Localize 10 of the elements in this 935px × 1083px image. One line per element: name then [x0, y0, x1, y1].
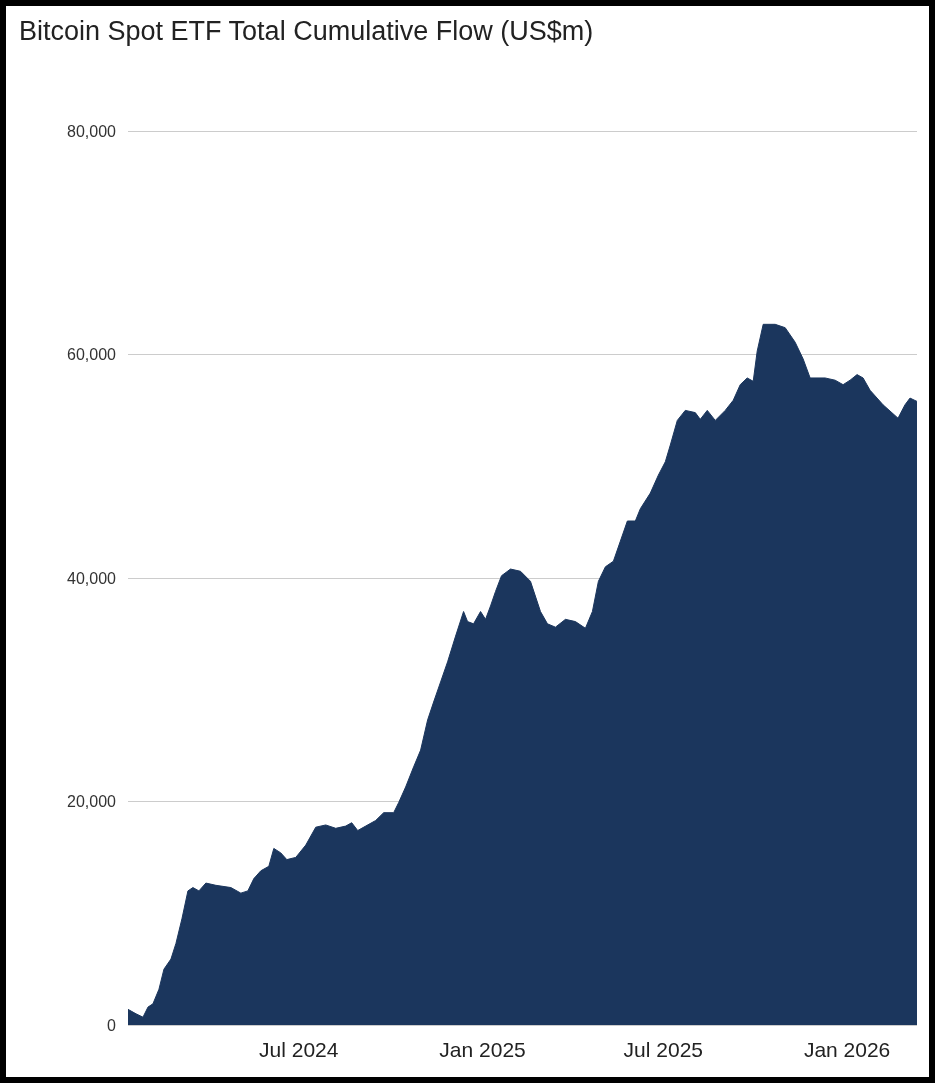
x-tick-label: Jul 2025 [623, 1038, 704, 1061]
y-tick-label: 80,000 [67, 122, 117, 140]
x-tick-label: Jan 2026 [803, 1038, 891, 1061]
x-tick-label: Jan 2025 [439, 1038, 526, 1061]
y-tick-label: 60,000 [67, 346, 117, 363]
x-tick-label: Jul 2024 [259, 1038, 339, 1061]
chart-title: Bitcoin Spot ETF Total Cumulative Flow (US$m) [19, 15, 594, 46]
y-tick-label: 40,000 [67, 569, 117, 587]
y-tick-label: 20,000 [67, 793, 117, 810]
y-tick-label: 0 [107, 1016, 117, 1034]
